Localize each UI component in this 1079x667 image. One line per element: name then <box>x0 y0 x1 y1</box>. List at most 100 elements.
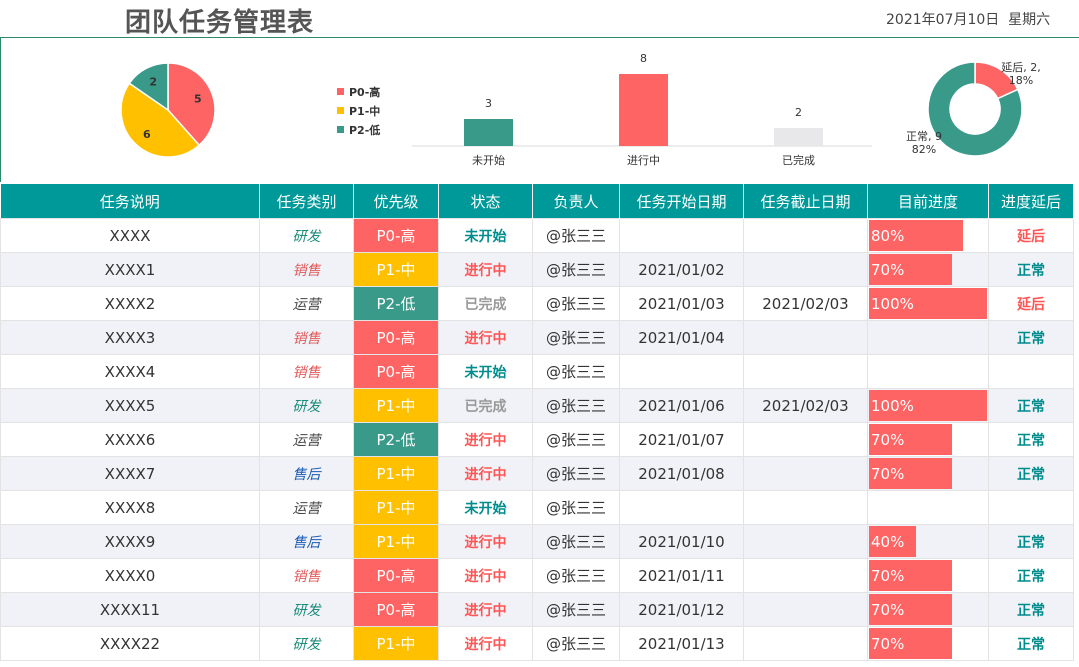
delay-status-cell[interactable]: 延后 <box>988 286 1074 321</box>
column-header[interactable]: 任务说明 <box>0 184 260 219</box>
task-category-cell[interactable]: 售后 <box>259 524 354 559</box>
column-header[interactable]: 任务截止日期 <box>743 184 868 219</box>
end-date-cell[interactable]: 2021/02/03 <box>743 388 868 423</box>
start-date-cell[interactable] <box>619 218 744 253</box>
status-cell[interactable]: 已完成 <box>438 286 533 321</box>
owner-cell[interactable]: @张三三 <box>532 592 620 627</box>
donut-slice[interactable] <box>927 61 1023 157</box>
table-row[interactable]: XXXX1 销售 P1-中 进行中 @张三三 2021/01/02 70% 正常 <box>0 252 1074 287</box>
owner-cell[interactable]: @张三三 <box>532 320 620 355</box>
end-date-cell[interactable] <box>743 320 868 355</box>
task-description-cell[interactable]: XXXX <box>0 218 260 253</box>
owner-cell[interactable]: @张三三 <box>532 626 620 661</box>
status-cell[interactable]: 进行中 <box>438 524 533 559</box>
status-cell[interactable]: 进行中 <box>438 626 533 661</box>
progress-cell[interactable] <box>867 490 989 525</box>
priority-cell[interactable]: P0-高 <box>353 592 439 627</box>
delay-status-cell[interactable]: 正常 <box>988 592 1074 627</box>
start-date-cell[interactable]: 2021/01/02 <box>619 252 744 287</box>
start-date-cell[interactable]: 2021/01/03 <box>619 286 744 321</box>
priority-cell[interactable]: P2-低 <box>353 286 439 321</box>
owner-cell[interactable]: @张三三 <box>532 456 620 491</box>
start-date-cell[interactable] <box>619 490 744 525</box>
end-date-cell[interactable] <box>743 218 868 253</box>
priority-cell[interactable]: P0-高 <box>353 558 439 593</box>
delay-status-cell[interactable]: 正常 <box>988 388 1074 423</box>
status-cell[interactable]: 进行中 <box>438 558 533 593</box>
owner-cell[interactable]: @张三三 <box>532 252 620 287</box>
priority-cell[interactable]: P1-中 <box>353 490 439 525</box>
table-row[interactable]: XXXX22 研发 P1-中 进行中 @张三三 2021/01/13 70% 正常 <box>0 626 1074 661</box>
owner-cell[interactable]: @张三三 <box>532 388 620 423</box>
table-row[interactable]: XXXX5 研发 P1-中 已完成 @张三三 2021/01/06 2021/02/03 10… <box>0 388 1074 423</box>
table-row[interactable]: XXXX0 销售 P0-高 进行中 @张三三 2021/01/11 70% 正常 <box>0 558 1074 593</box>
bar[interactable] <box>774 128 823 146</box>
progress-cell[interactable]: 70% <box>867 626 989 661</box>
status-cell[interactable]: 未开始 <box>438 490 533 525</box>
start-date-cell[interactable]: 2021/01/11 <box>619 558 744 593</box>
end-date-cell[interactable] <box>743 252 868 287</box>
progress-cell[interactable]: 70% <box>867 422 989 457</box>
task-category-cell[interactable]: 运营 <box>259 286 354 321</box>
start-date-cell[interactable]: 2021/01/04 <box>619 320 744 355</box>
task-category-cell[interactable]: 销售 <box>259 320 354 355</box>
task-category-cell[interactable]: 销售 <box>259 558 354 593</box>
delay-status-cell[interactable]: 延后 <box>988 218 1074 253</box>
priority-cell[interactable]: P1-中 <box>353 388 439 423</box>
pie-slice[interactable] <box>128 62 169 112</box>
delay-donut-chart[interactable]: 延后, 2, 18% 正常, 9 82% <box>895 45 1075 175</box>
task-category-cell[interactable]: 研发 <box>259 626 354 661</box>
table-row[interactable]: XXXX4 销售 P0-高 未开始 @张三三 <box>0 354 1074 389</box>
delay-status-cell[interactable] <box>988 490 1074 525</box>
table-row[interactable]: XXXX9 售后 P1-中 进行中 @张三三 2021/01/10 40% 正常 <box>0 524 1074 559</box>
status-cell[interactable]: 进行中 <box>438 592 533 627</box>
column-header[interactable]: 任务类别 <box>259 184 354 219</box>
end-date-cell[interactable] <box>743 626 868 661</box>
task-description-cell[interactable]: XXXX9 <box>0 524 260 559</box>
owner-cell[interactable]: @张三三 <box>532 490 620 525</box>
task-category-cell[interactable]: 售后 <box>259 456 354 491</box>
end-date-cell[interactable] <box>743 456 868 491</box>
start-date-cell[interactable]: 2021/01/13 <box>619 626 744 661</box>
pie-slice[interactable] <box>120 82 201 158</box>
table-row[interactable]: XXXX6 运营 P2-低 进行中 @张三三 2021/01/07 70% 正常 <box>0 422 1074 457</box>
status-bar-chart[interactable]: 3 未开始 8 进行中 2 已完成 <box>412 45 877 175</box>
delay-status-cell[interactable]: 正常 <box>988 626 1074 661</box>
end-date-cell[interactable] <box>743 490 868 525</box>
priority-cell[interactable]: P0-高 <box>353 354 439 389</box>
progress-cell[interactable]: 100% <box>867 388 989 423</box>
task-description-cell[interactable]: XXXX1 <box>0 252 260 287</box>
priority-cell[interactable]: P0-高 <box>353 218 439 253</box>
start-date-cell[interactable]: 2021/01/08 <box>619 456 744 491</box>
table-row[interactable]: XXXX7 售后 P1-中 进行中 @张三三 2021/01/08 70% 正常 <box>0 456 1074 491</box>
column-header[interactable]: 进度延后 <box>988 184 1074 219</box>
progress-cell[interactable]: 40% <box>867 524 989 559</box>
task-category-cell[interactable]: 运营 <box>259 422 354 457</box>
start-date-cell[interactable]: 2021/01/07 <box>619 422 744 457</box>
end-date-cell[interactable] <box>743 354 868 389</box>
task-category-cell[interactable]: 研发 <box>259 592 354 627</box>
owner-cell[interactable]: @张三三 <box>532 286 620 321</box>
task-description-cell[interactable]: XXXX5 <box>0 388 260 423</box>
column-header[interactable]: 负责人 <box>532 184 620 219</box>
start-date-cell[interactable]: 2021/01/10 <box>619 524 744 559</box>
priority-cell[interactable]: P0-高 <box>353 320 439 355</box>
table-row[interactable]: XXXX3 销售 P0-高 进行中 @张三三 2021/01/04 正常 <box>0 320 1074 355</box>
delay-status-cell[interactable]: 正常 <box>988 558 1074 593</box>
task-category-cell[interactable]: 研发 <box>259 388 354 423</box>
bar[interactable] <box>619 74 668 146</box>
start-date-cell[interactable]: 2021/01/06 <box>619 388 744 423</box>
status-cell[interactable]: 进行中 <box>438 252 533 287</box>
delay-status-cell[interactable]: 正常 <box>988 320 1074 355</box>
owner-cell[interactable]: @张三三 <box>532 524 620 559</box>
progress-cell[interactable] <box>867 354 989 389</box>
priority-pie-chart[interactable]: 5 6 2 <box>100 55 235 165</box>
priority-cell[interactable]: P1-中 <box>353 252 439 287</box>
task-description-cell[interactable]: XXXX11 <box>0 592 260 627</box>
task-description-cell[interactable]: XXXX6 <box>0 422 260 457</box>
task-description-cell[interactable]: XXXX7 <box>0 456 260 491</box>
task-description-cell[interactable]: XXXX2 <box>0 286 260 321</box>
end-date-cell[interactable] <box>743 558 868 593</box>
owner-cell[interactable]: @张三三 <box>532 218 620 253</box>
column-header[interactable]: 目前进度 <box>867 184 989 219</box>
